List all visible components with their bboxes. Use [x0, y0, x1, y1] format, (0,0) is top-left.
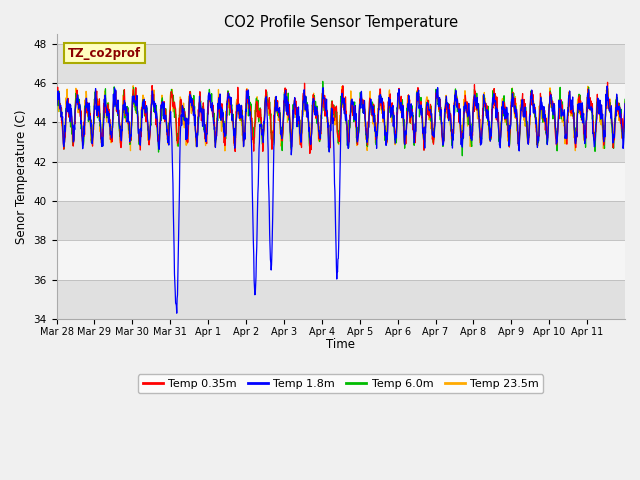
Bar [56, 280, 625, 319]
Text: TZ_co2prof: TZ_co2prof [68, 47, 141, 60]
Bar [56, 240, 625, 280]
Bar [56, 83, 625, 122]
Bar [56, 122, 625, 162]
Bar [56, 44, 625, 83]
Bar [56, 162, 625, 201]
Y-axis label: Senor Temperature (C): Senor Temperature (C) [15, 109, 28, 244]
Legend: Temp 0.35m, Temp 1.8m, Temp 6.0m, Temp 23.5m: Temp 0.35m, Temp 1.8m, Temp 6.0m, Temp 2… [138, 374, 543, 393]
X-axis label: Time: Time [326, 338, 355, 351]
Title: CO2 Profile Sensor Temperature: CO2 Profile Sensor Temperature [224, 15, 458, 30]
Bar [56, 201, 625, 240]
